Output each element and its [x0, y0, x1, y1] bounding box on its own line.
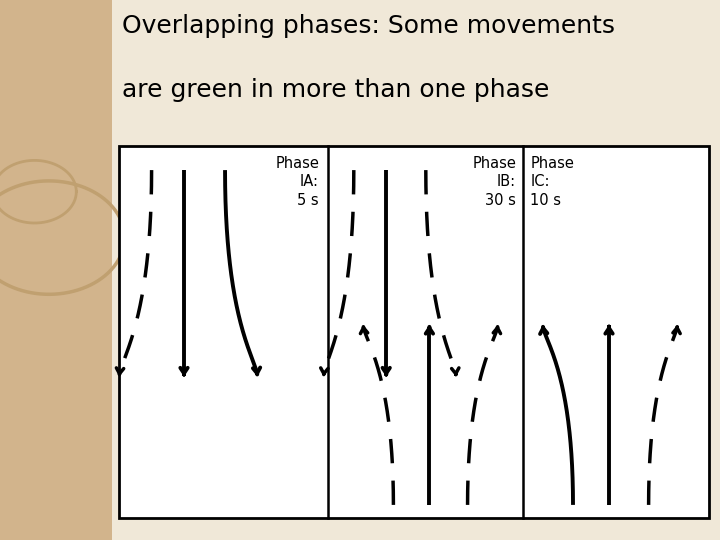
Text: Phase
IA:
5 s: Phase IA: 5 s: [275, 156, 319, 208]
Text: are green in more than one phase: are green in more than one phase: [122, 78, 550, 102]
Bar: [112, 0, 720, 540]
Text: Phase
IC:
10 s: Phase IC: 10 s: [531, 156, 575, 208]
Text: Phase
IB:
30 s: Phase IB: 30 s: [472, 156, 516, 208]
Text: Overlapping phases: Some movements: Overlapping phases: Some movements: [122, 14, 616, 37]
Bar: [119, 146, 709, 518]
